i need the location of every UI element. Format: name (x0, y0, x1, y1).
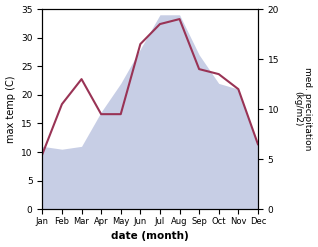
X-axis label: date (month): date (month) (111, 231, 189, 242)
Y-axis label: med. precipitation
(kg/m2): med. precipitation (kg/m2) (293, 67, 313, 151)
Y-axis label: max temp (C): max temp (C) (5, 75, 16, 143)
